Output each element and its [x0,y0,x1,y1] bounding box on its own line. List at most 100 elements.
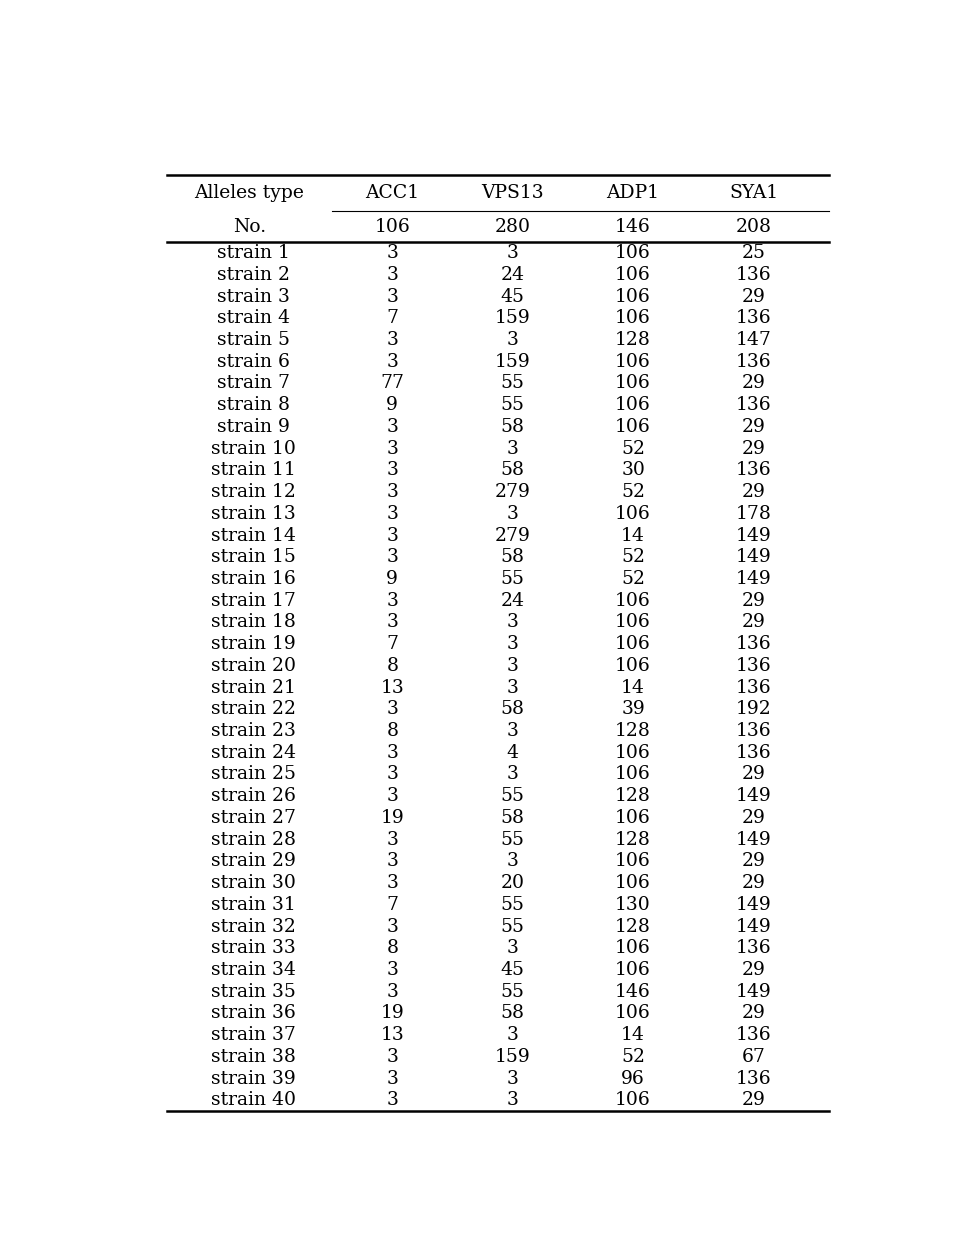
Text: 24: 24 [501,592,524,609]
Text: Alleles type: Alleles type [194,184,304,202]
Text: strain 11: strain 11 [211,461,295,479]
Text: 136: 136 [736,396,771,414]
Text: strain 31: strain 31 [211,895,295,914]
Text: 29: 29 [742,1004,765,1022]
Text: 13: 13 [381,678,404,696]
Text: strain 29: strain 29 [211,853,295,870]
Text: 3: 3 [386,961,398,979]
Text: 8: 8 [386,657,398,675]
Text: 128: 128 [616,788,651,805]
Text: strain 38: strain 38 [211,1048,295,1066]
Text: 58: 58 [501,418,524,436]
Text: strain 6: strain 6 [217,352,289,371]
Text: 279: 279 [495,483,530,502]
Text: 149: 149 [736,548,771,567]
Text: 3: 3 [507,1026,519,1045]
Text: 3: 3 [386,1091,398,1110]
Text: 8: 8 [386,939,398,957]
Text: 106: 106 [616,1004,651,1022]
Text: strain 12: strain 12 [211,483,295,502]
Text: strain 23: strain 23 [211,722,295,740]
Text: strain 17: strain 17 [211,592,295,609]
Text: 7: 7 [386,895,398,914]
Text: 77: 77 [381,375,404,393]
Text: 14: 14 [621,527,645,544]
Text: 106: 106 [616,853,651,870]
Text: strain 34: strain 34 [211,961,295,979]
Text: 3: 3 [386,853,398,870]
Text: strain 27: strain 27 [211,809,295,826]
Text: 58: 58 [501,809,524,826]
Text: SYA1: SYA1 [729,184,778,202]
Text: strain 33: strain 33 [211,939,295,957]
Text: strain 35: strain 35 [211,983,295,1001]
Text: strain 7: strain 7 [217,375,289,393]
Text: strain 21: strain 21 [211,678,295,696]
Text: 136: 136 [736,1070,771,1087]
Text: strain 20: strain 20 [211,657,295,675]
Text: 29: 29 [742,853,765,870]
Text: 106: 106 [616,287,651,306]
Text: 19: 19 [381,1004,404,1022]
Text: ACC1: ACC1 [365,184,419,202]
Text: 3: 3 [386,700,398,719]
Text: 55: 55 [501,983,524,1001]
Text: 58: 58 [501,1004,524,1022]
Text: 55: 55 [501,788,524,805]
Text: 3: 3 [386,592,398,609]
Text: 55: 55 [501,918,524,935]
Text: 3: 3 [386,352,398,371]
Text: 29: 29 [742,874,765,892]
Text: 149: 149 [736,895,771,914]
Text: 3: 3 [386,245,398,262]
Text: strain 40: strain 40 [211,1091,295,1110]
Text: 106: 106 [616,266,651,283]
Text: 3: 3 [386,765,398,784]
Text: 149: 149 [736,571,771,588]
Text: 106: 106 [616,310,651,327]
Text: 96: 96 [621,1070,645,1087]
Text: 128: 128 [616,331,651,349]
Text: 14: 14 [621,1026,645,1045]
Text: 159: 159 [495,310,530,327]
Text: strain 10: strain 10 [211,440,295,458]
Text: 106: 106 [616,245,651,262]
Text: 29: 29 [742,418,765,436]
Text: 52: 52 [621,440,645,458]
Text: 3: 3 [386,440,398,458]
Text: 136: 136 [736,310,771,327]
Text: 3: 3 [507,1070,519,1087]
Text: 3: 3 [507,765,519,784]
Text: 3: 3 [386,918,398,935]
Text: 52: 52 [621,483,645,502]
Text: 106: 106 [616,613,651,632]
Text: 106: 106 [616,352,651,371]
Text: strain 37: strain 37 [211,1026,295,1045]
Text: 106: 106 [616,635,651,653]
Text: 106: 106 [616,418,651,436]
Text: 9: 9 [386,396,398,414]
Text: 45: 45 [501,961,524,979]
Text: ADP1: ADP1 [607,184,659,202]
Text: 3: 3 [507,657,519,675]
Text: strain 3: strain 3 [217,287,289,306]
Text: 29: 29 [742,765,765,784]
Text: 192: 192 [736,700,771,719]
Text: strain 30: strain 30 [211,874,295,892]
Text: 55: 55 [501,375,524,393]
Text: 3: 3 [507,613,519,632]
Text: 106: 106 [616,375,651,393]
Text: 136: 136 [736,461,771,479]
Text: 106: 106 [616,657,651,675]
Text: 128: 128 [616,722,651,740]
Text: 3: 3 [386,418,398,436]
Text: 52: 52 [621,571,645,588]
Text: 3: 3 [386,788,398,805]
Text: strain 13: strain 13 [211,505,295,523]
Text: 106: 106 [616,939,651,957]
Text: 29: 29 [742,483,765,502]
Text: strain 28: strain 28 [211,830,295,849]
Text: strain 8: strain 8 [217,396,289,414]
Text: 55: 55 [501,396,524,414]
Text: 136: 136 [736,1026,771,1045]
